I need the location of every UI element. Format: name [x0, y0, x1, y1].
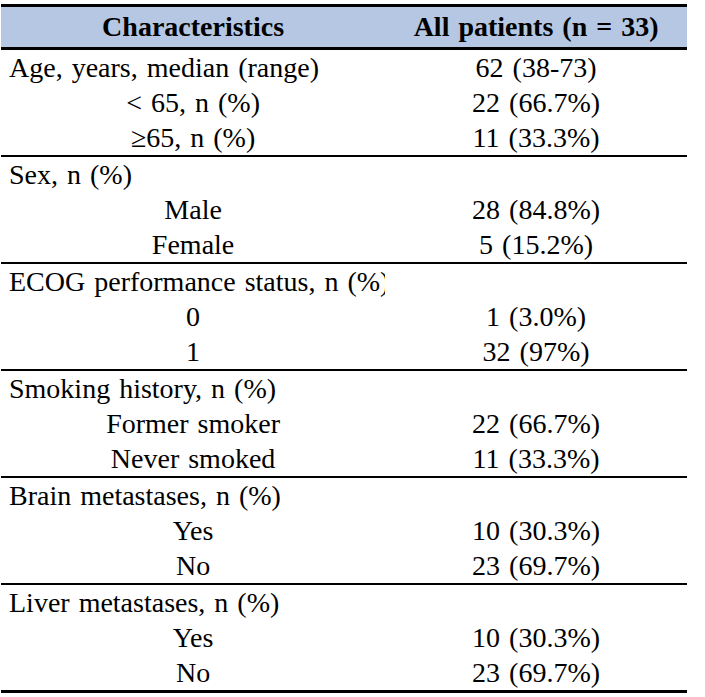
patient-characteristics-table: Characteristics All patients (n = 33) Ag…	[1, 4, 687, 693]
table-row: No23 (69.7%)	[1, 548, 687, 584]
table-section: Age, years, median (range)62 (38-73)< 65…	[1, 49, 687, 157]
row-label: 0	[1, 299, 385, 334]
table-section: Brain metastases, n (%)Yes10 (30.3%)No23…	[1, 477, 687, 584]
table-section: ECOG performance status, n (%)01 (3.0%)1…	[1, 263, 687, 370]
row-value	[385, 156, 687, 192]
table-row: Age, years, median (range)62 (38-73)	[1, 49, 687, 86]
row-label: Brain metastases, n (%)	[1, 477, 385, 513]
row-label: Never smoked	[1, 441, 385, 477]
row-label: No	[1, 548, 385, 584]
table-section: Smoking history, n (%)Former smoker22 (6…	[1, 370, 687, 477]
row-value: 62 (38-73)	[385, 49, 687, 86]
table-row: Sex, n (%)	[1, 156, 687, 192]
table-row: Liver metastases, n (%)	[1, 584, 687, 620]
row-value	[385, 584, 687, 620]
row-label: Age, years, median (range)	[1, 49, 385, 86]
col-header-characteristics: Characteristics	[1, 6, 385, 49]
table-row: Smoking history, n (%)	[1, 370, 687, 406]
row-label: Smoking history, n (%)	[1, 370, 385, 406]
row-label: Yes	[1, 620, 385, 655]
row-label: 1	[1, 334, 385, 370]
table-row: ECOG performance status, n (%)	[1, 263, 687, 299]
row-value: 11 (33.3%)	[385, 441, 687, 477]
table-header-row: Characteristics All patients (n = 33)	[1, 6, 687, 49]
row-label: < 65, n (%)	[1, 85, 385, 120]
table-row: Never smoked11 (33.3%)	[1, 441, 687, 477]
table-row: Male28 (84.8%)	[1, 192, 687, 227]
table-row: Female5 (15.2%)	[1, 227, 687, 263]
table-section: Sex, n (%)Male28 (84.8%)Female5 (15.2%)	[1, 156, 687, 263]
row-label: Former smoker	[1, 406, 385, 441]
table-row: Former smoker22 (66.7%)	[1, 406, 687, 441]
row-value: 23 (69.7%)	[385, 548, 687, 584]
table-row: Yes10 (30.3%)	[1, 513, 687, 548]
row-label: ≥65, n (%)	[1, 120, 385, 156]
row-value	[385, 477, 687, 513]
table-row: Brain metastases, n (%)	[1, 477, 687, 513]
row-value: 32 (97%)	[385, 334, 687, 370]
table-row: 132 (97%)	[1, 334, 687, 370]
row-value: 23 (69.7%)	[385, 655, 687, 692]
row-label: Sex, n (%)	[1, 156, 385, 192]
col-header-all-patients: All patients (n = 33)	[385, 6, 687, 49]
table-row: No23 (69.7%)	[1, 655, 687, 692]
table-row: < 65, n (%)22 (66.7%)	[1, 85, 687, 120]
row-value: 10 (30.3%)	[385, 513, 687, 548]
row-value	[385, 263, 687, 299]
table-row: Yes10 (30.3%)	[1, 620, 687, 655]
row-label: Female	[1, 227, 385, 263]
row-value: 22 (66.7%)	[385, 406, 687, 441]
row-value	[385, 370, 687, 406]
row-value: 11 (33.3%)	[385, 120, 687, 156]
row-value: 10 (30.3%)	[385, 620, 687, 655]
row-value: 1 (3.0%)	[385, 299, 687, 334]
row-label: Liver metastases, n (%)	[1, 584, 385, 620]
row-value: 5 (15.2%)	[385, 227, 687, 263]
row-value: 28 (84.8%)	[385, 192, 687, 227]
table-row: ≥65, n (%)11 (33.3%)	[1, 120, 687, 156]
row-label: ECOG performance status, n (%)	[1, 263, 385, 299]
row-label: No	[1, 655, 385, 692]
table-row: 01 (3.0%)	[1, 299, 687, 334]
row-value: 22 (66.7%)	[385, 85, 687, 120]
row-label: Male	[1, 192, 385, 227]
row-label: Yes	[1, 513, 385, 548]
page: Characteristics All patients (n = 33) Ag…	[0, 0, 705, 697]
table-section: Liver metastases, n (%)Yes10 (30.3%)No23…	[1, 584, 687, 692]
